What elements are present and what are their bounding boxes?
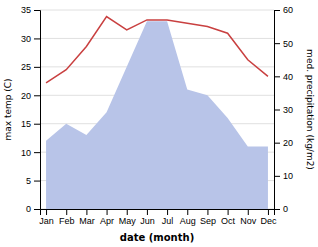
tick-mark: [228, 209, 229, 215]
tick-mark: [46, 209, 47, 215]
tick-mark: [187, 209, 188, 215]
x-tick: Feb: [59, 209, 75, 226]
tick-mark: [268, 209, 269, 215]
marks: [46, 17, 268, 209]
tick-mark: [274, 10, 280, 11]
tick-label: Mar: [79, 216, 95, 226]
tick-mark: [34, 152, 40, 153]
x-tick: Jun: [140, 209, 155, 226]
y-tick: 25: [21, 62, 40, 72]
tick-mark: [147, 209, 148, 215]
y2-tick: 30: [274, 105, 293, 115]
y-tick: 0: [26, 204, 40, 214]
x-tick: Apr: [100, 209, 114, 226]
y2-axis: 0 10 20 30 40 50 60: [274, 5, 293, 214]
tick-label: Oct: [221, 216, 236, 226]
tick-mark: [167, 209, 168, 215]
tick-mark: [34, 10, 40, 11]
y2-axis-title: med. precipitation (kg/m2): [305, 49, 315, 170]
y2-tick: 40: [274, 72, 293, 82]
y2-tick: 20: [274, 138, 293, 148]
tick-mark: [248, 209, 249, 215]
x-tick: Aug: [180, 209, 196, 226]
tick-mark: [274, 209, 280, 210]
tick-label: 30: [21, 34, 31, 44]
plot: Jan Feb Mar Apr MayJun Jul Aug Sep Oct NovDec 0 5 10…: [3, 5, 315, 243]
tick-mark: [274, 43, 280, 44]
tick-mark: [274, 143, 280, 144]
chart: Jan Feb Mar Apr MayJun Jul Aug Sep Oct NovDec 0 5 10…: [0, 0, 318, 247]
tick-label: 25: [21, 62, 31, 72]
grid-line: [40, 10, 274, 11]
tick-label: 20: [21, 91, 31, 101]
tick-label: 20: [283, 138, 293, 148]
tick-mark: [207, 209, 208, 215]
tick-mark: [274, 110, 280, 111]
tick-label: 10: [21, 148, 31, 158]
y-tick: 20: [21, 91, 40, 101]
tick-label: 0: [26, 204, 31, 214]
tick-mark: [34, 124, 40, 125]
tick-label: Sep: [200, 216, 216, 226]
tick-label: May: [119, 216, 137, 226]
axis-line: [34, 11, 41, 210]
tick-label: 10: [283, 171, 293, 181]
tick-label: Nov: [240, 216, 257, 226]
tick-label: Dec: [260, 216, 277, 226]
x-tick: Jul: [162, 209, 174, 226]
tick-label: Jul: [162, 216, 174, 226]
x-tick: Nov: [240, 209, 257, 226]
tick-label: 5: [26, 176, 31, 186]
tick-mark: [107, 209, 108, 215]
area: [46, 21, 268, 209]
y-tick: 15: [21, 119, 40, 129]
tick-mark: [86, 209, 87, 215]
y2-tick: 50: [274, 39, 293, 49]
grid: [40, 10, 274, 209]
y-axis-title: max temp (C): [3, 78, 13, 140]
tick-mark: [127, 209, 128, 215]
tick-mark: [274, 176, 280, 177]
x-tick: Jan: [39, 209, 54, 226]
x-axis: Jan Feb Mar Apr MayJun Jul Aug Sep Oct NovDec: [39, 209, 277, 226]
tick-mark: [34, 181, 40, 182]
y-axis: 0 5 10 15 20 25 30 35: [21, 5, 41, 214]
tick-label: Aug: [180, 216, 196, 226]
tick-mark: [34, 38, 40, 39]
tick-label: 50: [283, 39, 293, 49]
x-axis-title: date (month): [120, 232, 194, 243]
y2-tick: 10: [274, 171, 293, 181]
tick-label: 30: [283, 105, 293, 115]
y2-tick: 60: [274, 5, 293, 15]
tick-mark: [34, 95, 40, 96]
y-tick: 30: [21, 34, 40, 44]
tick-mark: [274, 76, 280, 77]
x-tick: May: [119, 209, 137, 226]
y-tick: 10: [21, 148, 40, 158]
tick-label: Jun: [140, 216, 155, 226]
y-tick: 5: [26, 176, 40, 186]
tick-label: 35: [21, 5, 31, 15]
axis-line: [41, 210, 275, 216]
tick-mark: [34, 209, 40, 210]
tick-mark: [34, 67, 40, 68]
tick-label: Jan: [39, 216, 54, 226]
tick-mark: [66, 209, 67, 215]
tick-label: Apr: [100, 216, 114, 226]
tick-label: 60: [283, 5, 293, 15]
x-tick: Dec: [260, 209, 277, 226]
tick-label: 0: [283, 204, 288, 214]
tick-label: 40: [283, 72, 293, 82]
y2-tick: 0: [274, 204, 288, 214]
tick-label: Feb: [59, 216, 75, 226]
tick-label: 15: [21, 119, 31, 129]
x-tick: Sep: [200, 209, 216, 226]
line: [46, 17, 268, 83]
x-tick: Mar: [79, 209, 95, 226]
x-tick: Oct: [221, 209, 236, 226]
axis-line: [275, 11, 281, 210]
y-tick: 35: [21, 5, 40, 15]
